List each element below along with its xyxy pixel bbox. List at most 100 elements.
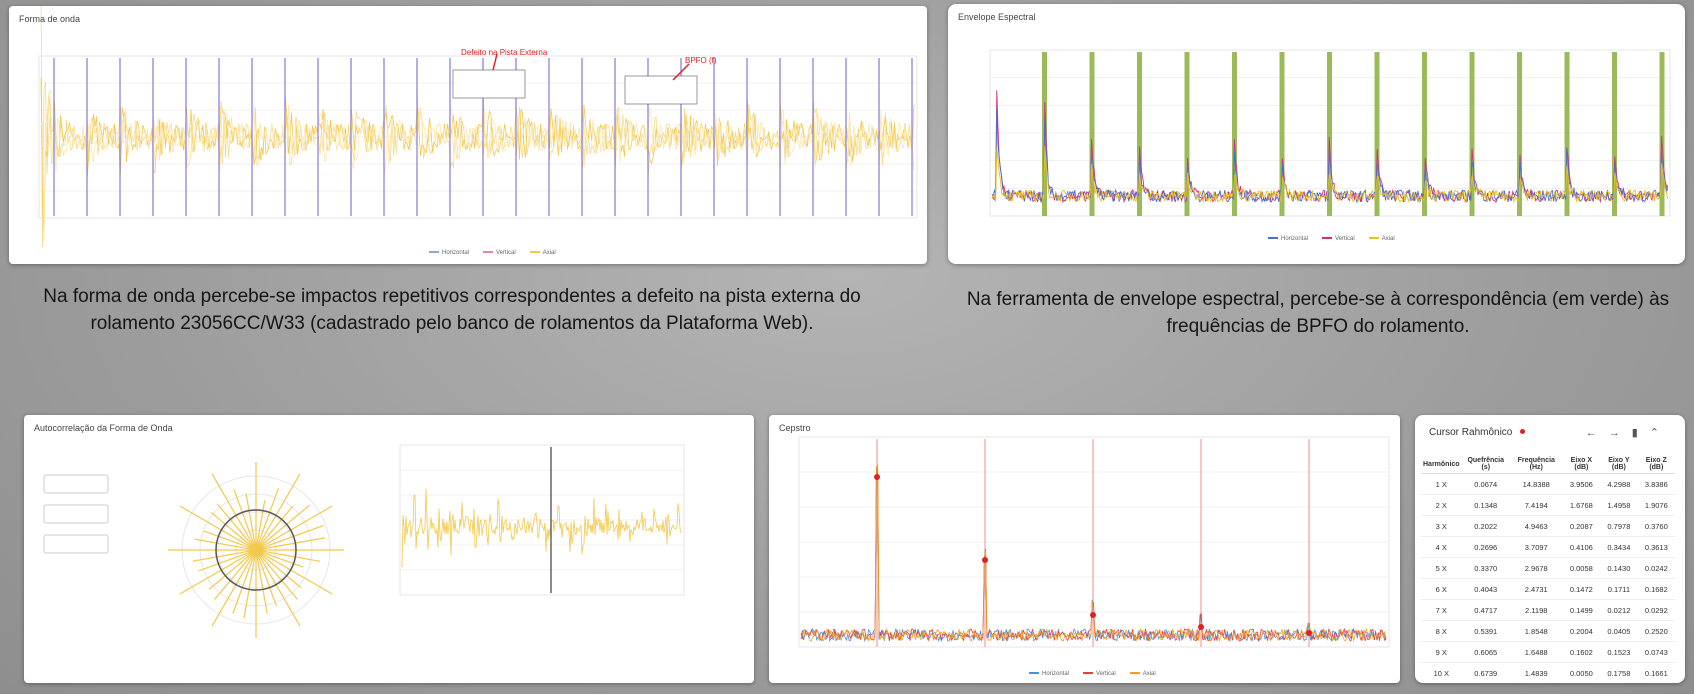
table-cell: 10 X: [1421, 662, 1462, 683]
table-cell: 0.3613: [1637, 536, 1675, 558]
table-cell: 6 X: [1421, 578, 1462, 600]
table-cell: 2 X: [1421, 494, 1462, 516]
table-cell: 0.0058: [1562, 557, 1601, 579]
legend: Horizontal Vertical Axial: [1029, 671, 1156, 677]
harmonic-marker: [1198, 624, 1204, 630]
polar-spike: [255, 537, 325, 551]
table-cell: 7 X: [1421, 599, 1462, 621]
waveform-panel: Forma de onda Defeito na Pista Externa B…: [9, 6, 927, 264]
table-cell: 0.2004: [1562, 620, 1601, 642]
legend-item: Axial: [1130, 671, 1156, 677]
legend-item: Horizontal: [1268, 236, 1308, 242]
table-cell: 5 X: [1421, 557, 1462, 579]
table-cell: 4.2988: [1600, 473, 1638, 495]
polar-spike: [179, 505, 257, 551]
legend-item: Axial: [530, 250, 556, 256]
table-row: 5 X 0.3370 2.9678 0.0058 0.1430 0.0242: [1421, 557, 1675, 579]
table-cell: 1.4958: [1600, 494, 1638, 516]
input-box: [43, 534, 109, 554]
cepstrum-trace: [800, 463, 1387, 643]
table-cell: 0.7978: [1600, 515, 1638, 537]
table-cell: 3.9506: [1562, 473, 1601, 495]
polar-spike: [255, 549, 299, 600]
envelope-plot: [989, 49, 1671, 217]
table-cell: 1.6768: [1562, 494, 1601, 516]
bpfo-band: [1469, 52, 1475, 216]
legend-item: Horizontal: [429, 250, 469, 256]
bpfo-band: [1279, 52, 1285, 216]
bpfo-band: [1659, 52, 1665, 216]
table-cell: 9 X: [1421, 641, 1462, 663]
table-cell: 0.1758: [1600, 662, 1638, 683]
polar-spike: [192, 549, 257, 562]
polar-spike: [255, 549, 321, 562]
table-cell: 0.2022: [1461, 515, 1510, 537]
polar-spike: [210, 511, 257, 551]
panel-title: Envelope Espectral: [958, 12, 1036, 22]
table-cell: 0.1523: [1600, 641, 1638, 663]
tooltip: [624, 75, 698, 105]
column-header: Eixo Y (dB): [1600, 455, 1638, 474]
polar-spike: [211, 549, 257, 627]
table-cell: 1.4839: [1509, 662, 1563, 683]
polar-spike: [255, 504, 310, 551]
table-cell: 2.1198: [1509, 599, 1563, 621]
polar-spike: [245, 493, 257, 551]
cepstrum-panel: Cepstro Horizontal Vertical Axial: [769, 415, 1400, 683]
column-header: Eixo X (dB): [1562, 455, 1601, 474]
legend: Horizontal Vertical Axial: [429, 250, 556, 256]
bpfo-band: [1089, 52, 1095, 216]
polar-spike: [255, 473, 301, 551]
table-cell: 0.3760: [1637, 515, 1675, 537]
table-cell: 0.3370: [1461, 557, 1510, 579]
spectrum-trace: [991, 108, 1669, 204]
polar-spike: [255, 549, 304, 568]
table-row: 10 X 0.6739 1.4839 0.0050 0.1758 0.1661: [1421, 662, 1675, 683]
bpfo-band: [1137, 52, 1142, 216]
table-cell: 0.0292: [1637, 599, 1675, 621]
table-cell: 1 X: [1421, 473, 1462, 495]
table-cell: 0.1472: [1562, 578, 1601, 600]
legend-item: Axial: [1369, 236, 1395, 242]
polar-spike: [216, 503, 257, 551]
harmonic-marker: [982, 557, 988, 563]
table-row: 9 X 0.6065 1.6488 0.1602 0.1523 0.0743: [1421, 641, 1675, 663]
table-cell: 0.4106: [1562, 536, 1601, 558]
table-cell: 0.1499: [1562, 599, 1601, 621]
panel-title: Forma de onda: [19, 14, 81, 24]
harmonic-cursor-panel: Cursor Rahmônico ←→▮⌃ Harmônico Quefrênci…: [1415, 415, 1685, 683]
polar-spike: [179, 549, 257, 595]
table-cell: 1.6488: [1509, 641, 1563, 663]
arrow: [492, 53, 498, 71]
table-cell: 0.4043: [1461, 578, 1510, 600]
polar-spike: [255, 524, 324, 551]
polar-spike: [232, 549, 257, 614]
table-row: 7 X 0.4717 2.1198 0.1499 0.0212 0.0292: [1421, 599, 1675, 621]
annotation: Defeito na Pista Externa: [461, 48, 548, 57]
wave-trace: [40, 77, 915, 235]
polar-spike: [194, 538, 257, 551]
column-header: Quefrência (s): [1461, 455, 1510, 474]
table-cell: 4 X: [1421, 536, 1462, 558]
table-cell: 0.1661: [1637, 662, 1675, 683]
table-body: 1 X 0.0674 14.8388 3.9506 4.2988 3.8386 2 X 0.1…: [1421, 473, 1675, 683]
table-cell: 0.4717: [1461, 599, 1510, 621]
polar-spike: [255, 549, 302, 589]
column-header: Eixo Z (dB): [1637, 455, 1675, 474]
wave-trace: [40, 89, 915, 242]
polar-spike: [255, 500, 266, 551]
annotation: BPFO (f): [685, 56, 717, 65]
table-cell: 3.8386: [1637, 473, 1675, 495]
table-cell: 0.3434: [1600, 536, 1638, 558]
polar-spike: [208, 549, 257, 590]
toolbar: ←→▮⌃: [1585, 427, 1671, 439]
legend-item: Vertical: [483, 250, 516, 256]
header-row: Harmônico Quefrência (s) Frequência (Hz) Ei…: [1421, 455, 1675, 474]
autocorr-trace: [401, 488, 682, 568]
table-row: 4 X 0.2696 3.7097 0.4106 0.3434 0.3613: [1421, 536, 1675, 558]
bpfo-band: [1232, 52, 1237, 216]
bpfo-band: [1564, 52, 1570, 216]
table-cell: 0.0674: [1461, 473, 1510, 495]
caption: Na ferramenta de envelope espectral, per…: [966, 289, 1670, 337]
